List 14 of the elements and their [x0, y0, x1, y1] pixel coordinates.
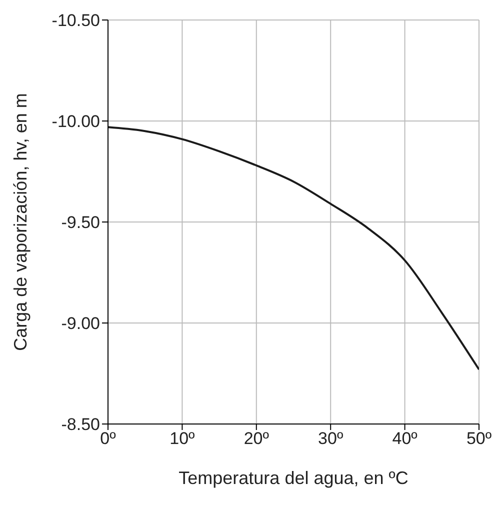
x-tick-label: 20º	[244, 429, 269, 448]
y-tick-label: -10.00	[52, 112, 100, 132]
x-axis-title: Temperatura del agua, en ºC	[178, 468, 408, 488]
y-axis-title: Carga de vaporización, hv, en m	[10, 93, 30, 351]
y-tick-label: -9.00	[61, 314, 100, 334]
y-tick-label: -8.50	[61, 415, 100, 434]
x-tick-label: 40º	[392, 429, 418, 448]
x-tick-label: 0º	[100, 429, 116, 448]
y-tick-label: -9.50	[61, 213, 100, 232]
line-series	[108, 126, 479, 370]
x-tick-label: 50º	[466, 429, 492, 448]
x-tick-label: 10º	[170, 429, 195, 448]
y-tick-label: -10.50	[52, 11, 100, 30]
x-tick-label: 30º	[318, 429, 344, 448]
